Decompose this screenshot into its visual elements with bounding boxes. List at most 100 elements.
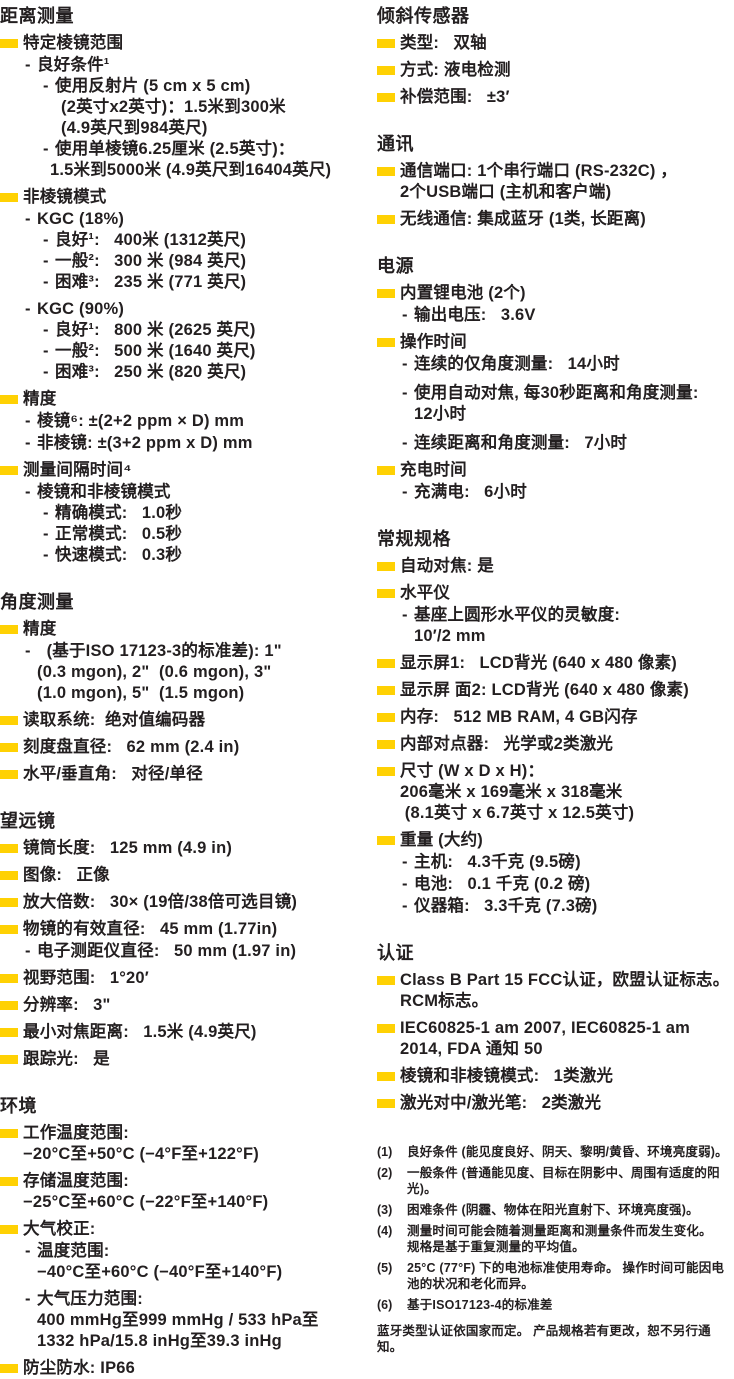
spec-text: 精度	[23, 620, 57, 638]
spec-item: 206毫米 x 169毫米 x 318毫米	[377, 782, 734, 803]
section-title-tilt-sensor: 倾斜传感器	[377, 6, 470, 26]
spec-text: 快速模式: 0.3秒	[55, 546, 183, 564]
section-title-telescope: 望远镜	[0, 811, 56, 831]
spec-text: 工作温度范围:	[23, 1124, 129, 1142]
dash-marker: -	[25, 210, 31, 228]
spec-item: 读取系统: 绝对值编码器	[0, 710, 367, 731]
bullet-marker-icon	[377, 466, 395, 475]
spec-item: - 充满电: 6小时	[377, 482, 734, 503]
spec-text: 206毫米 x 169毫米 x 318毫米	[400, 783, 623, 801]
spec-text: (0.3 mgon), 2" (0.6 mgon), 3"	[37, 663, 272, 681]
dash-marker: -	[43, 321, 49, 339]
dash-marker: -	[43, 273, 49, 291]
spec-text: 读取系统: 绝对值编码器	[23, 711, 206, 729]
bullet-marker-icon	[0, 716, 18, 725]
spec-text: −25°C至+60°C (−22°F至+140°F)	[23, 1193, 269, 1211]
spec-item: - 输出电压: 3.6V	[377, 305, 734, 326]
disclaimer-text: 蓝牙类型认证依国家而定。 产品规格若有更改，恕不另行通知。	[377, 1324, 711, 1354]
bullet-marker-icon	[0, 1055, 18, 1064]
dash-marker: -	[25, 56, 31, 74]
spec-item: - KGC (90%)	[0, 299, 367, 320]
bullet-marker-icon	[0, 625, 18, 634]
footnote-number: (3)	[377, 1203, 393, 1217]
dash-marker: -	[43, 342, 49, 360]
spec-text: −20°C至+50°C (−4°F至+122°F)	[23, 1145, 259, 1163]
dash-marker: -	[402, 355, 408, 373]
spec-item: 内部对点器: 光学或2类激光	[377, 734, 734, 755]
spec-text: KGC (18%)	[37, 210, 125, 228]
spec-item: −25°C至+60°C (−22°F至+140°F)	[0, 1192, 367, 1213]
bullet-marker-icon	[377, 39, 395, 48]
bullet-marker-icon	[377, 215, 395, 224]
dash-marker: -	[402, 875, 408, 893]
spec-text: IEC60825-1 am 2007, IEC60825-1 am	[400, 1019, 691, 1037]
spec-item: 2个USB端口 (主机和客户端)	[377, 182, 734, 203]
spec-item: 尺寸 (W x D x H)：	[377, 761, 734, 782]
spec-item: - 使用单棱镜6.25厘米 (2.5英寸)：	[0, 139, 367, 160]
spec-item: IEC60825-1 am 2007, IEC60825-1 am	[377, 1018, 734, 1039]
bullet-marker-icon	[0, 743, 18, 752]
spec-item: 1.5米到5000米 (4.9英尺到16404英尺)	[0, 160, 367, 181]
section-footnotes: (1) 良好条件 (能见度良好、阴天、黎明/黄昏、环境亮度弱)。 (2) 一般条件 (…	[377, 1144, 734, 1355]
spec-item: 大气校正:	[0, 1219, 367, 1240]
spec-item: 显示屏1: LCD背光 (640 x 480 像素)	[377, 653, 734, 674]
dash-marker: -	[25, 1290, 31, 1308]
bullet-marker-icon	[377, 589, 395, 598]
footnote: (2) 一般条件 (普通能见度、目标在阴影中、周围有适度的阳光)。	[377, 1165, 734, 1197]
spec-item: - (基于ISO 17123-3的标准差): 1"	[0, 641, 367, 662]
spec-text: 棱镜和非棱镜模式: 1类激光	[400, 1067, 614, 1085]
spec-text: 棱镜⁶: ±(2+2 ppm × D) mm	[37, 412, 245, 430]
bullet-marker-icon	[0, 770, 18, 779]
spec-item: (4.9英尺到984英尺)	[0, 118, 367, 139]
bullet-marker-icon	[0, 395, 18, 404]
spec-text: 自动对焦: 是	[400, 557, 494, 575]
spec-item: - 使用自动对焦, 每30秒距离和角度测量:	[377, 383, 734, 404]
dash-marker: -	[402, 853, 408, 871]
section-title-distance-measurement: 距离测量	[0, 6, 74, 26]
spec-item: 自动对焦: 是	[377, 556, 734, 577]
spec-item: - 正常模式: 0.5秒	[0, 524, 367, 545]
spec-text: 困难³: 250 米 (820 英尺)	[55, 363, 247, 381]
spec-item: 方式: 液电检测	[377, 60, 734, 81]
spec-item: 非棱镜模式	[0, 187, 367, 208]
dash-marker: -	[43, 231, 49, 249]
section-power: 电源 内置锂电池 (2个) - 输出电压: 3.6V 操作时间 - 连续的仅角度测量: 14…	[377, 255, 734, 503]
section-telescope: 望远镜 镜筒长度: 125 mm (4.9 in) 图像: 正像 放大倍数: 30× …	[0, 810, 367, 1070]
dash-marker: -	[25, 434, 31, 452]
dash-marker: -	[43, 140, 49, 158]
right-column: 倾斜传感器 类型: 双轴 方式: 液电检测 补偿范围: ±3′ 通讯 通信端口: 1个串行…	[367, 5, 734, 1379]
spec-item: 12小时	[377, 404, 734, 425]
spec-text: 12小时	[414, 405, 467, 423]
bullet-marker-icon	[377, 713, 395, 722]
section-title-communication: 通讯	[377, 134, 414, 154]
spec-item: 10′/2 mm	[377, 626, 734, 647]
spec-text: 良好¹: 400米 (1312英尺)	[55, 231, 247, 249]
spec-text: 内存: 512 MB RAM, 4 GB闪存	[400, 708, 638, 726]
spec-item: - 快速模式: 0.3秒	[0, 545, 367, 566]
spec-text: 使用单棱镜6.25厘米 (2.5英寸)：	[55, 140, 295, 158]
bullet-marker-icon	[377, 1072, 395, 1081]
spec-text: 放大倍数: 30× (19倍/38倍可选目镜)	[23, 893, 298, 911]
bullet-marker-icon	[0, 1028, 18, 1037]
spec-text: 存储温度范围:	[23, 1172, 129, 1190]
spec-text: 充满电: 6小时	[414, 483, 527, 501]
spec-text: 尺寸 (W x D x H)：	[400, 762, 545, 780]
section-title-environment: 环境	[0, 1096, 37, 1116]
section-tilt-sensor: 倾斜传感器 类型: 双轴 方式: 液电检测 补偿范围: ±3′	[377, 5, 734, 108]
bullet-marker-icon	[0, 974, 18, 983]
spec-item: 2014, FDA 通知 50	[377, 1039, 734, 1060]
footnote-text: 困难条件 (阴霾、物体在阳光直射下、环境亮度强)。	[407, 1203, 699, 1217]
spec-text: 精度	[23, 390, 57, 408]
spec-item: - 主机: 4.3千克 (9.5磅)	[377, 852, 734, 873]
spec-text: 内部对点器: 光学或2类激光	[400, 735, 614, 753]
spec-item: 特定棱镜范围	[0, 33, 367, 54]
footnote: (4) 测量时间可能会随着测量距离和测量条件而发生变化。 规格是基于重复测量的平均…	[377, 1223, 734, 1255]
spec-text: 类型: 双轴	[400, 34, 487, 52]
spec-item: - 使用反射片 (5 cm x 5 cm)	[0, 76, 367, 97]
dash-marker: -	[43, 363, 49, 381]
spec-item: - 温度范围:	[0, 1241, 367, 1262]
footnote-text: 良好条件 (能见度良好、阴天、黎明/黄昏、环境亮度弱)。	[407, 1145, 728, 1159]
spec-item: - 电池: 0.1 千克 (0.2 磅)	[377, 874, 734, 895]
spec-item: 重量 (大约)	[377, 830, 734, 851]
spec-item: - 仪器箱: 3.3千克 (7.3磅)	[377, 896, 734, 917]
